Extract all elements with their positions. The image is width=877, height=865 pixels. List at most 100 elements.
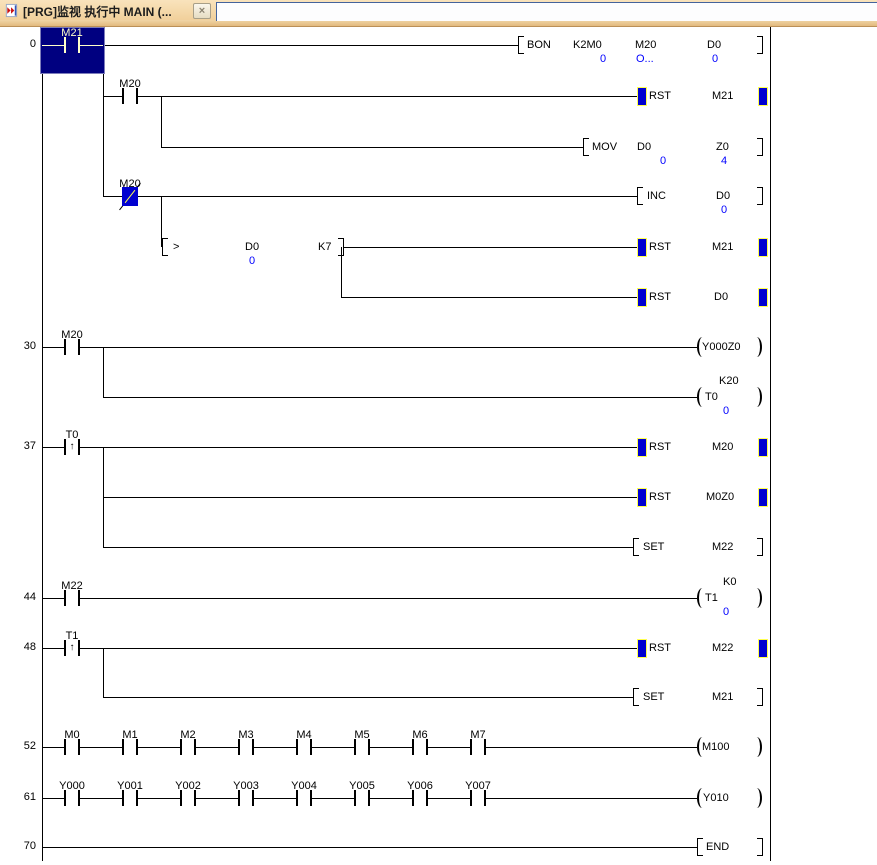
contact-M0-cell[interactable] <box>42 727 102 767</box>
contact-M1-cell[interactable] <box>100 727 160 767</box>
contact-Y006-cell[interactable] <box>390 778 450 818</box>
contact-Y003-cell[interactable] <box>216 778 276 818</box>
contact-M22-cell[interactable] <box>42 578 102 618</box>
contact-T0-symbol <box>78 439 80 455</box>
instruction-RST-M0Z0-close-bracket <box>758 488 768 507</box>
contact-M20-symbol <box>78 339 80 355</box>
coil-Y000Z0-cell[interactable] <box>695 329 763 365</box>
coil-Y010-cell[interactable] <box>695 780 763 816</box>
contact-M4-symbol <box>310 739 312 755</box>
instruction-BON-K2M0-M20-D0-cell[interactable] <box>516 27 769 63</box>
wire <box>341 297 637 298</box>
contact-M20-symbol <box>136 88 138 104</box>
instruction->-D0-K7-cell[interactable] <box>160 229 350 265</box>
instruction-BON-K2M0-M20-D0-open-bracket <box>518 36 524 54</box>
contact-Y001-symbol <box>122 790 124 806</box>
contact-M7-label: M7 <box>470 729 486 741</box>
contact-Y005-label: Y005 <box>349 780 375 792</box>
coil-T0-preset: K20 <box>719 375 739 387</box>
instruction-INC-D0-close-bracket <box>757 187 763 205</box>
branch-wire <box>341 247 342 297</box>
wire <box>103 697 633 698</box>
contact-M20-cell[interactable] <box>100 176 160 216</box>
instruction-RST-M20-cell[interactable] <box>635 429 770 465</box>
coil-paren-close <box>751 737 762 757</box>
contact-Y002-symbol <box>180 790 182 806</box>
contact-Y006-symbol <box>426 790 428 806</box>
coil-T1-cell[interactable] <box>695 580 763 616</box>
contact-Y000-cell[interactable] <box>42 778 102 818</box>
contact-Y002-cell[interactable] <box>158 778 218 818</box>
contact-Y002-label: Y002 <box>175 780 201 792</box>
contact-M5-symbol <box>354 739 356 755</box>
contact-M3-label: M3 <box>238 729 254 741</box>
instruction-MOV-D0-Z0-cell[interactable] <box>581 129 769 165</box>
instruction-RST-M21-open-bracket <box>637 238 647 257</box>
instruction-BON-K2M0-M20-D0-monitor-value: O... <box>636 53 654 65</box>
coil-paren-open <box>697 387 708 407</box>
instruction-MOV-D0-Z0-text: MOV <box>592 141 618 153</box>
contact-M22-symbol <box>64 590 66 606</box>
instruction->-D0-K7-text: > <box>173 241 180 253</box>
coil-paren-close <box>751 588 762 608</box>
contact-T0-cell[interactable] <box>42 427 102 467</box>
instruction-SET-M21-close-bracket <box>757 688 763 706</box>
coil-paren-open <box>697 588 708 608</box>
right-power-rail <box>770 27 771 861</box>
contact-Y001-cell[interactable] <box>100 778 160 818</box>
contact-M21-cell[interactable] <box>42 25 102 65</box>
instruction-RST-D0-cell[interactable] <box>635 279 770 315</box>
contact-M20-symbol <box>64 339 66 355</box>
contact-M0-label: M0 <box>64 729 80 741</box>
wire <box>42 447 637 448</box>
contact-M21-symbol <box>64 37 66 53</box>
contact-Y000-symbol <box>64 790 66 806</box>
coil-paren-close <box>751 337 762 357</box>
instruction-RST-M22-cell[interactable] <box>635 630 770 666</box>
instruction-INC-D0-cell[interactable] <box>635 178 769 214</box>
instruction-INC-D0-text: D0 <box>716 190 731 202</box>
instruction-RST-M0Z0-cell[interactable] <box>635 479 770 515</box>
contact-M4-symbol <box>296 739 298 755</box>
contact-Y007-cell[interactable] <box>448 778 508 818</box>
instruction-RST-D0-text: D0 <box>714 291 729 303</box>
contact-M2-cell[interactable] <box>158 727 218 767</box>
tab-close-button[interactable]: × <box>193 3 211 19</box>
coil-paren-open <box>697 788 708 808</box>
document-tab-bar: [PRG]监视 执行中 MAIN (... × <box>0 0 877 27</box>
contact-M3-cell[interactable] <box>216 727 276 767</box>
instruction-END-close-bracket <box>757 838 763 856</box>
contact-Y005-cell[interactable] <box>332 778 392 818</box>
contact-Y004-cell[interactable] <box>274 778 334 818</box>
coil-T0-cell[interactable] <box>695 379 763 415</box>
coil-T1-label: T1 <box>705 592 718 604</box>
instruction-END-open-bracket <box>697 838 703 856</box>
contact-M7-cell[interactable] <box>448 727 508 767</box>
contact-M20-cell[interactable] <box>42 327 102 367</box>
contact-gap <box>66 44 78 47</box>
contact-M20-cell[interactable] <box>100 76 160 116</box>
instruction-SET-M21-cell[interactable] <box>631 679 769 715</box>
contact-Y004-label: Y004 <box>291 780 317 792</box>
contact-M5-cell[interactable] <box>332 727 392 767</box>
contact-Y007-symbol <box>484 790 486 806</box>
wire <box>42 347 697 348</box>
instruction-RST-M21-cell[interactable] <box>635 78 770 114</box>
contact-M4-cell[interactable] <box>274 727 334 767</box>
selection-cursor[interactable] <box>40 27 105 74</box>
instruction-RST-M20-open-bracket <box>637 438 647 457</box>
wire <box>161 147 583 148</box>
instruction-END-cell[interactable] <box>695 829 769 865</box>
contact-M6-cell[interactable] <box>390 727 450 767</box>
contact-T1-symbol <box>64 640 66 656</box>
contact-gap <box>182 746 194 749</box>
instruction-RST-M21-cell[interactable] <box>635 229 770 265</box>
coil-M100-cell[interactable] <box>695 729 763 765</box>
contact-T1-cell[interactable] <box>42 628 102 668</box>
coil-paren-open <box>697 337 708 357</box>
wire <box>103 196 637 197</box>
instruction-INC-D0-text: INC <box>647 190 666 202</box>
instruction-SET-M22-cell[interactable] <box>631 529 769 565</box>
instruction->-D0-K7-close-bracket <box>338 238 344 256</box>
coil-T1-value: 0 <box>723 606 730 618</box>
